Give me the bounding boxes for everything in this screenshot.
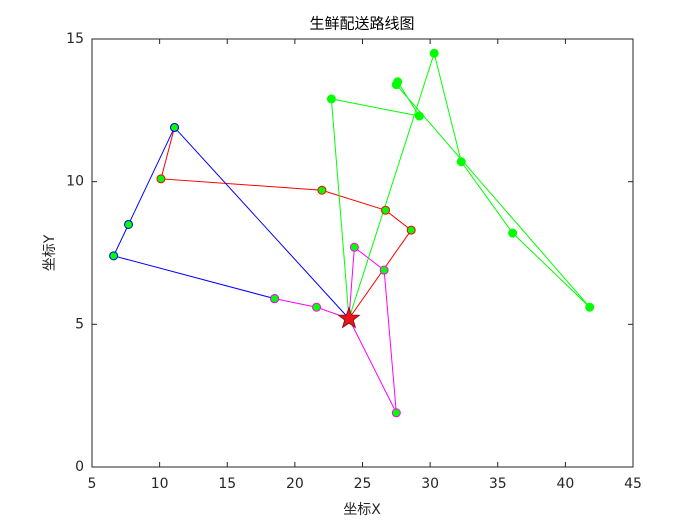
x-tick-label: 20 [286,476,304,492]
customer-marker [317,185,327,195]
x-tick-label: 15 [218,476,236,492]
y-tick-label: 5 [75,316,84,332]
customer-marker [156,174,166,184]
customer-marker [312,302,322,312]
customer-marker [508,228,518,238]
customer-marker [391,80,401,90]
x-tick-label: 30 [421,476,439,492]
customer-marker [349,242,359,252]
route-line [330,51,591,319]
customer-marker [414,111,424,121]
customer-marker [170,122,180,132]
customer-marker [585,302,595,312]
x-tick-label: 10 [151,476,169,492]
y-axis-label: 坐标Y [42,234,58,271]
customer-marker [270,294,280,304]
customer-marker [379,265,389,275]
y-tick-label: 15 [66,31,84,47]
x-tick-label: 25 [354,476,372,492]
customer-marker [456,157,466,167]
x-tick-label: 5 [88,476,97,492]
y-tick-label: 0 [75,459,84,475]
y-tick-label: 10 [66,174,84,190]
x-tick-label: 45 [624,476,642,492]
depot-marker [337,306,361,329]
route-line [160,127,412,319]
x-tick-label: 35 [489,476,507,492]
x-tick-label: 40 [556,476,574,492]
chart-title: 生鲜配送路线图 [309,15,414,33]
x-axis-label: 坐标X [343,502,381,518]
customer-marker [124,219,134,229]
customer-marker [429,48,439,58]
customer-marker [380,205,390,215]
customer-marker [109,251,119,261]
customer-marker [326,94,336,104]
customer-marker [406,225,416,235]
customer-marker [391,408,401,418]
